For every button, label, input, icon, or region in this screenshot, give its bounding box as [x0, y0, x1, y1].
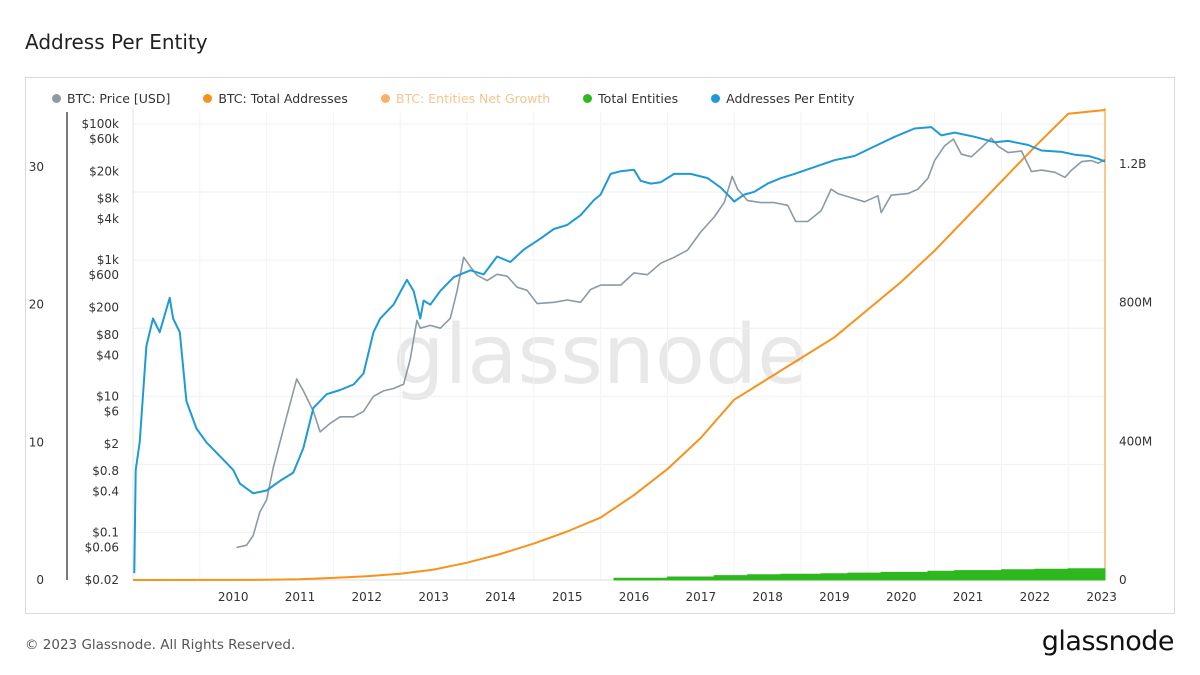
chart-frame: [25, 77, 1175, 614]
legend-item-addresses-per-entity[interactable]: Addresses Per Entity: [711, 91, 854, 106]
legend-label: BTC: Total Addresses: [218, 91, 348, 106]
legend-label: Total Entities: [598, 91, 679, 106]
legend-label: BTC: Entities Net Growth: [395, 91, 551, 106]
brand-logo[interactable]: glassnode: [1041, 626, 1175, 657]
legend-item-total-addresses[interactable]: BTC: Total Addresses: [203, 91, 348, 106]
legend-dot-icon: [52, 94, 61, 103]
chart-legend: BTC: Price [USD] BTC: Total Addresses BT…: [52, 91, 887, 106]
page-title: Address Per Entity: [25, 30, 208, 54]
legend-item-total-entities[interactable]: Total Entities: [583, 91, 678, 106]
copyright-footer: © 2023 Glassnode. All Rights Reserved.: [25, 637, 296, 653]
legend-dot-icon: [203, 94, 213, 103]
legend-item-entities-net-growth[interactable]: BTC: Entities Net Growth: [380, 91, 551, 106]
legend-dot-icon: [711, 94, 721, 103]
legend-label: Addresses Per Entity: [726, 91, 855, 106]
legend-label: BTC: Price [USD]: [67, 91, 171, 106]
legend-item-price[interactable]: BTC: Price [USD]: [52, 91, 170, 106]
legend-dot-icon: [380, 94, 390, 103]
legend-dot-icon: [583, 94, 593, 103]
